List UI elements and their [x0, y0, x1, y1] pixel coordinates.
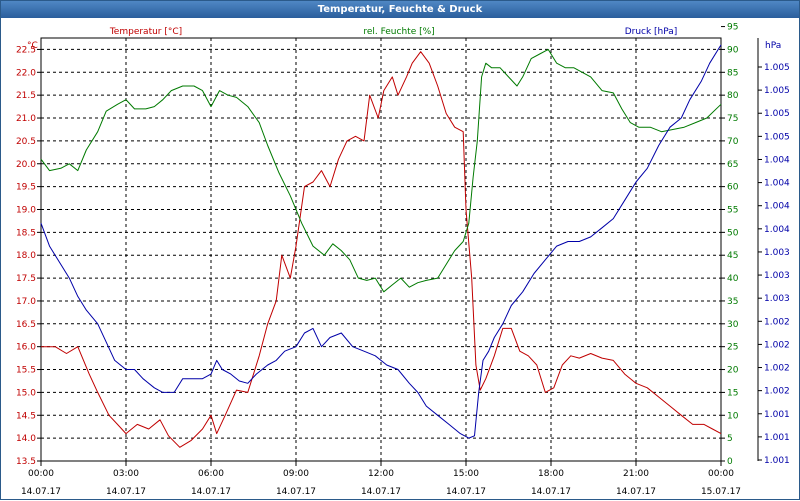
- y-mid-tick-label: 70: [727, 137, 739, 147]
- y-left-tick-label: 18.5: [16, 228, 36, 238]
- series-humidity-line: [40, 48, 722, 293]
- y-left-axis-label: Temperatur [°C]: [109, 27, 182, 37]
- y-mid-tick-label: 85: [727, 68, 738, 78]
- x-tick-label-time: 15:00: [453, 469, 479, 479]
- y-right-tick-label: 1.002: [764, 387, 790, 397]
- y-left-tick-label: 18.0: [16, 251, 36, 261]
- series-pressure-line: [40, 44, 722, 439]
- y-left-tick-label: 14.0: [16, 434, 36, 444]
- y-left-tick-label: 15.5: [16, 366, 36, 376]
- axes: 00:00 14.07.17 03:00 14.07.17 06:00 14.07.17 0…: [16, 23, 790, 497]
- y-mid-tick-label: 5: [727, 434, 733, 444]
- x-tick-label-time: 06:00: [198, 469, 224, 479]
- y-mid-tick-label: 15: [727, 388, 738, 398]
- y-left-tick-label: 20.0: [16, 160, 36, 170]
- y-left-tick-label: 17.5: [16, 274, 36, 284]
- y-right-tick-label: 1.005: [764, 109, 790, 119]
- x-tick-label-date: 14.07.17: [191, 487, 231, 497]
- y-right-tick-label: 1.003: [764, 271, 790, 281]
- x-tick-label-date: 14.07.17: [276, 487, 316, 497]
- y-left-tick-label: 14.5: [16, 411, 36, 421]
- y-right-axis-label: Druck [hPa]: [625, 27, 678, 37]
- y-right-tick-label: 1.002: [764, 340, 790, 350]
- y-left-tick-label: 13.5: [16, 457, 36, 467]
- y-mid-tick-label: 60: [727, 183, 739, 193]
- grid: [40, 37, 722, 462]
- y-mid-tick-label: 90: [727, 45, 739, 55]
- series-temperature-line: [41, 51, 722, 448]
- y-right-tick-label: 1.003: [764, 294, 790, 304]
- x-tick-label-date: 14.07.17: [616, 487, 656, 497]
- y-right-tick-label: 1.002: [764, 364, 790, 374]
- y-right-tick-label: 1.001: [764, 456, 790, 466]
- y-mid-tick-label: 45: [727, 251, 738, 261]
- y-left-tick-label: 19.0: [16, 205, 36, 215]
- series-layer: [40, 44, 722, 448]
- x-tick-label-date: 14.07.17: [446, 487, 486, 497]
- y-left-tick-label: 21.0: [16, 114, 36, 124]
- x-tick-label-date: 14.07.17: [361, 487, 401, 497]
- y-mid-axis-label: rel. Feuchte [%]: [363, 27, 434, 37]
- y-mid-tick-label: 30: [727, 320, 739, 330]
- y-left-tick-label: 22.0: [16, 68, 36, 78]
- y-left-tick-label: 21.5: [16, 91, 36, 101]
- y-mid-tick-label: 25: [727, 343, 738, 353]
- y-left-tick-label: 15.0: [16, 388, 36, 398]
- y-left-tick-label: 16.5: [16, 320, 36, 330]
- y-mid-tick-label: 0: [727, 457, 733, 467]
- x-tick-label-time: 00:00: [708, 469, 734, 479]
- y-mid-tick-label: 80: [727, 91, 739, 101]
- y-mid-tick-label: 65: [727, 160, 738, 170]
- y-right-tick-label: 1.002: [764, 317, 790, 327]
- y-mid-tick-label: 95: [727, 23, 738, 33]
- y-left-tick-label: 22.5: [16, 45, 36, 55]
- x-tick-label-date: 15.07.17: [701, 487, 741, 497]
- y-right-tick-label: 1.005: [764, 132, 790, 142]
- y-left-tick-label: 17.0: [16, 297, 36, 307]
- y-left-tick-label: 20.5: [16, 137, 36, 147]
- y-mid-tick-label: 35: [727, 297, 738, 307]
- y-right-tick-label: 1.005: [764, 86, 790, 96]
- y-right-tick-label: 1.003: [764, 248, 790, 258]
- y-right-tick-label: 1.005: [764, 63, 790, 73]
- y-right-tick-label: 1.001: [764, 433, 790, 443]
- x-tick-label-time: 09:00: [283, 469, 309, 479]
- y-mid-tick-label: 20: [727, 366, 739, 376]
- x-tick-label-time: 18:00: [538, 469, 564, 479]
- x-tick-label-date: 14.07.17: [531, 487, 571, 497]
- y-mid-tick-label: 50: [727, 228, 739, 238]
- x-tick-label-date: 14.07.17: [106, 487, 146, 497]
- y-mid-tick-label: 75: [727, 114, 738, 124]
- y-left-unit: °C: [27, 41, 38, 51]
- y-right-tick-label: 1.004: [764, 179, 790, 189]
- x-tick-label-time: 12:00: [368, 469, 394, 479]
- y-right-unit: hPa: [765, 41, 781, 51]
- y-right-tick-label: 1.004: [764, 202, 790, 212]
- x-tick-label-date: 14.07.17: [21, 487, 61, 497]
- x-tick-label-time: 00:00: [28, 469, 54, 479]
- y-left-tick-label: 19.5: [16, 183, 36, 193]
- y-right-tick-label: 1.004: [764, 155, 790, 165]
- x-tick-label-time: 03:00: [113, 469, 139, 479]
- y-mid-tick-label: 10: [727, 411, 739, 421]
- chart-title: Temperatur, Feuchte & Druck: [1, 1, 799, 18]
- y-right-tick-label: 1.001: [764, 410, 790, 420]
- y-left-tick-label: 16.0: [16, 343, 36, 353]
- x-tick-label-time: 21:00: [623, 469, 649, 479]
- y-mid-tick-label: 40: [727, 274, 739, 284]
- y-right-tick-label: 1.004: [764, 225, 790, 235]
- y-mid-tick-label: 55: [727, 205, 738, 215]
